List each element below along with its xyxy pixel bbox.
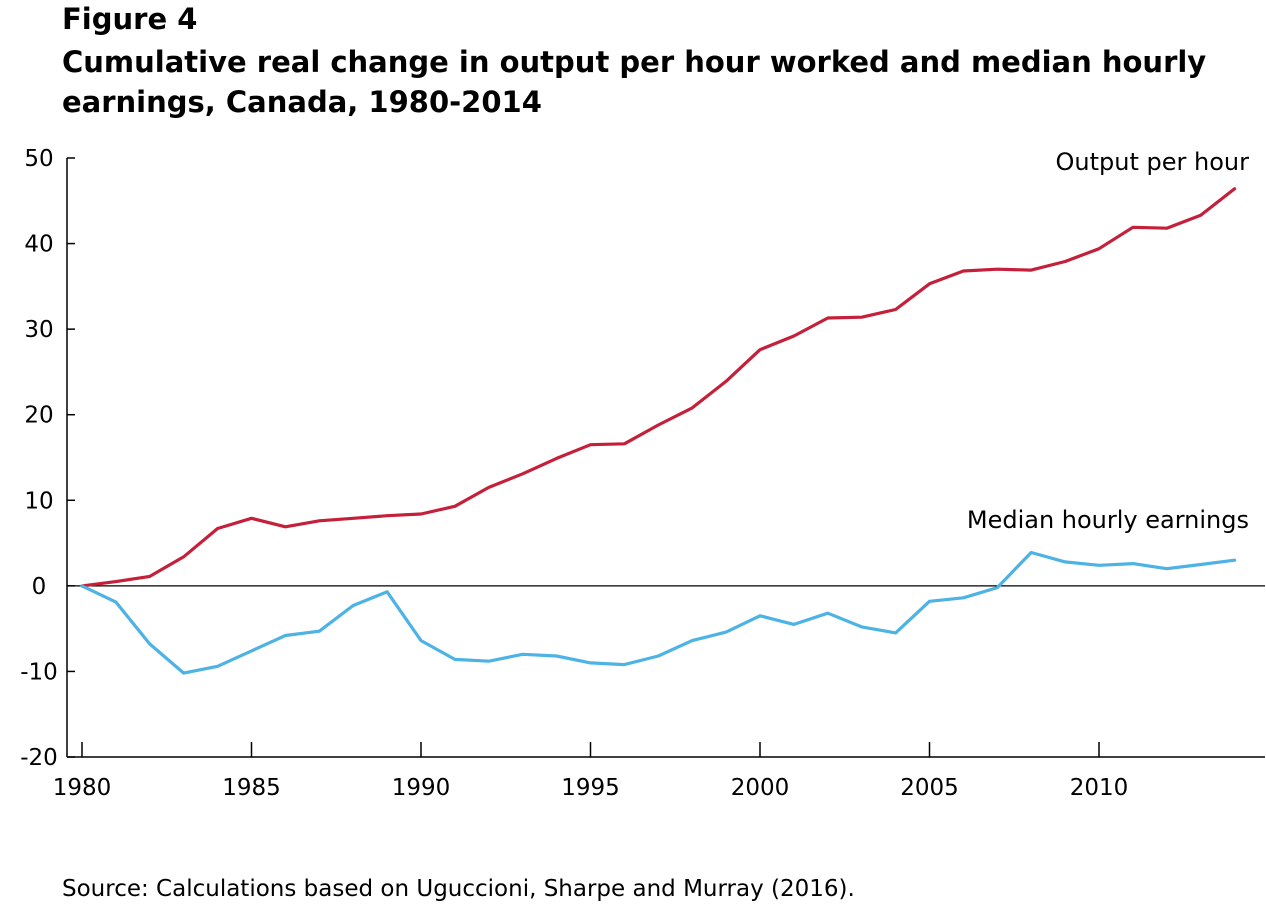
y-tick-label: 20 bbox=[24, 403, 53, 429]
x-tick-label: 1990 bbox=[392, 775, 451, 801]
chart-title: Cumulative real change in output per hou… bbox=[62, 45, 1207, 119]
y-tick-label: 40 bbox=[24, 232, 53, 258]
y-tick-label: 30 bbox=[24, 317, 53, 343]
x-tick-label: 2000 bbox=[731, 775, 790, 801]
y-tick-label: -20 bbox=[20, 745, 58, 771]
x-tick-label: 2005 bbox=[900, 775, 959, 801]
series-label-median-hourly-earnings: Median hourly earnings bbox=[967, 506, 1249, 534]
x-tick-label: 1980 bbox=[53, 775, 112, 801]
x-tick-label: 1985 bbox=[222, 775, 281, 801]
y-tick-label: 50 bbox=[24, 146, 53, 172]
y-tick-label: -10 bbox=[20, 659, 58, 685]
x-tick-label: 2010 bbox=[1070, 775, 1129, 801]
series-line-output-per-hour bbox=[80, 187, 1237, 588]
chart-series bbox=[80, 187, 1237, 675]
x-tick-label: 1995 bbox=[561, 775, 620, 801]
y-tick-label: 10 bbox=[24, 488, 53, 514]
series-line-median-hourly-earnings bbox=[80, 550, 1237, 675]
figure-label: Figure 4 bbox=[62, 2, 198, 36]
y-tick-label: 0 bbox=[32, 574, 47, 600]
series-label-output-per-hour: Output per hour bbox=[1056, 148, 1250, 176]
source-note: Source: Calculations based on Uguccioni,… bbox=[62, 876, 855, 902]
